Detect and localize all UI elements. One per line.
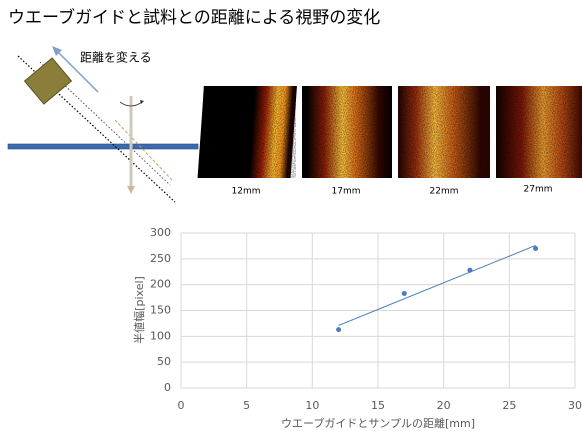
y-axis-label: 半値幅[pixel] xyxy=(132,276,146,344)
y-tick-label: 200 xyxy=(150,278,171,291)
point xyxy=(467,268,472,273)
x-axis-label: ウエーブガイドとサンプルの距離[mm] xyxy=(281,416,475,430)
y-tick-label: 150 xyxy=(150,304,171,317)
y-tick-label: 250 xyxy=(150,252,171,265)
x-tick-label: 15 xyxy=(371,399,385,412)
images: 12mm 17mm 22mm 27mm xyxy=(198,86,582,197)
trendline xyxy=(339,245,536,325)
image-label: 27mm xyxy=(524,185,553,195)
setup-diagram: 距離を変える xyxy=(8,46,198,202)
image-label: 12mm xyxy=(232,187,261,197)
point xyxy=(533,246,538,251)
point xyxy=(402,291,407,296)
x-tick-label: 0 xyxy=(178,399,185,412)
image-label: 17mm xyxy=(332,187,361,197)
x-tick-label: 20 xyxy=(437,399,451,412)
y-tick-label: 100 xyxy=(150,329,171,342)
y-tick-label: 0 xyxy=(164,381,171,394)
slide: ウエーブガイドと試料との距離による視野の変化 距離を変える 12mm 17mm … xyxy=(0,0,582,431)
point xyxy=(336,327,341,332)
x-tick-label: 25 xyxy=(502,399,516,412)
chart: ウエーブガイドとサンプルの距離[mm] 半値幅[pixel] 050100150… xyxy=(132,226,582,430)
y-tick-label: 50 xyxy=(157,355,171,368)
x-tick-label: 30 xyxy=(568,399,582,412)
image-label: 22mm xyxy=(430,187,459,197)
x-tick-label: 10 xyxy=(305,399,319,412)
y-tick-label: 300 xyxy=(150,226,171,239)
slide-title: ウエーブガイドと試料との距離による視野の変化 xyxy=(8,7,380,28)
x-tick-label: 5 xyxy=(243,399,250,412)
diagram-label: 距離を変える xyxy=(80,50,152,65)
